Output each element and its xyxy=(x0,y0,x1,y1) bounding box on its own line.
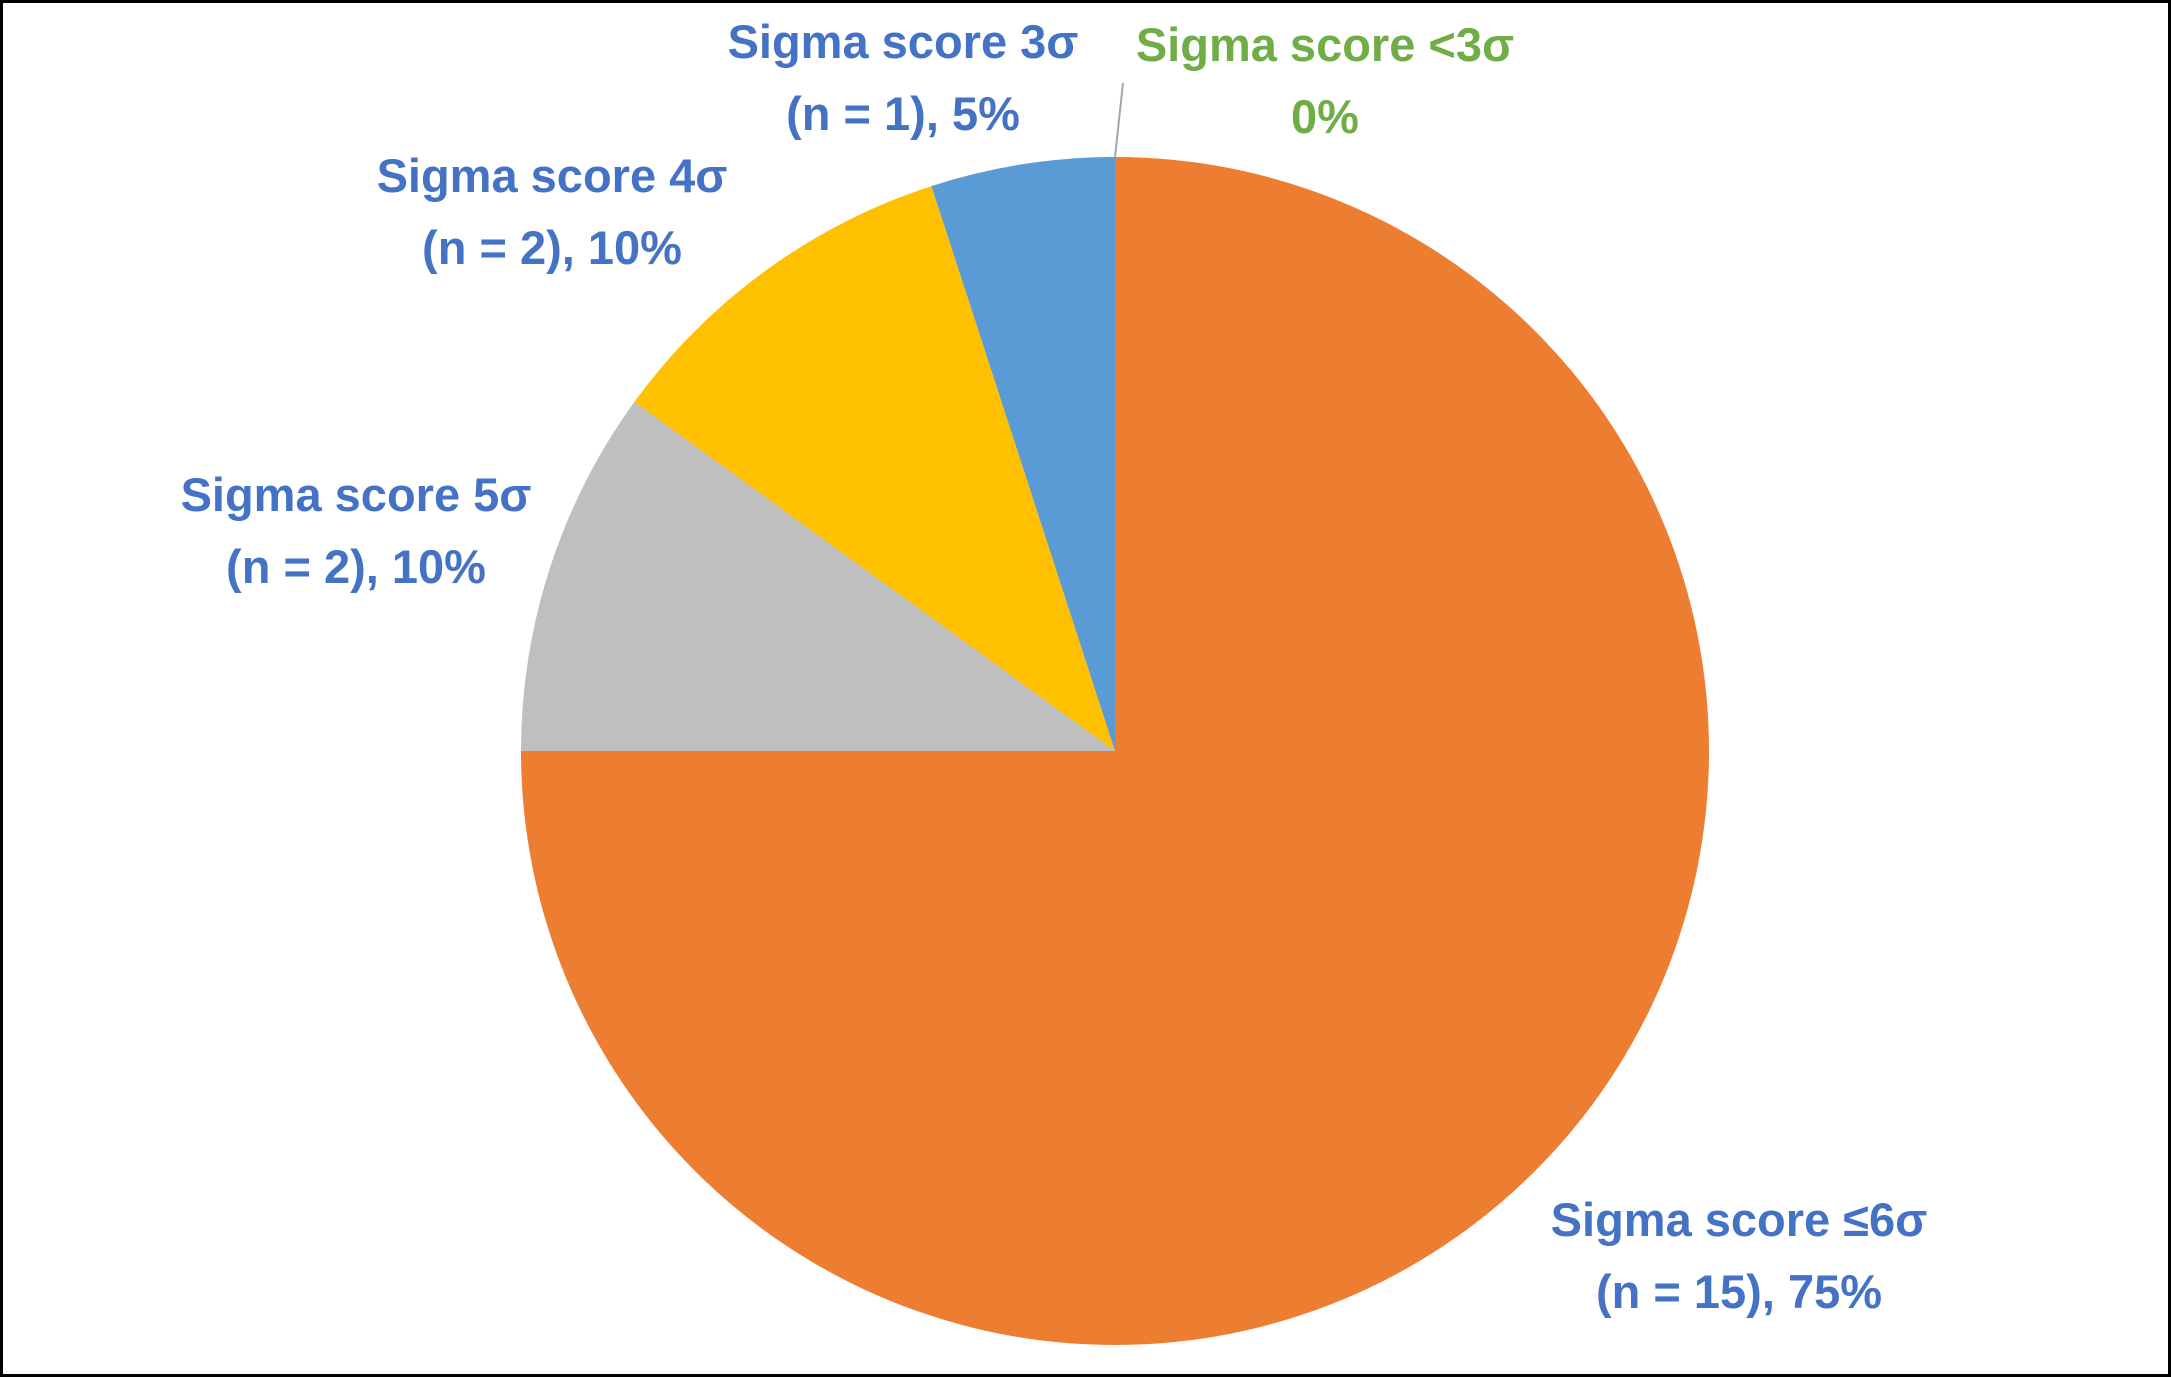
pie-slice-sigma-score-4 xyxy=(634,186,1115,751)
data-label-sigma-score-3: Sigma score <3σ 0% xyxy=(1136,18,1514,143)
data-label-line1: Sigma score 3σ xyxy=(728,15,1079,68)
data-label-line2: (n = 2), 10% xyxy=(226,540,486,593)
data-label-sigma-score-6: Sigma score ≤6σ (n = 15), 75% xyxy=(1551,1193,1928,1318)
pie-slices xyxy=(521,157,1709,1345)
data-label-line2: (n = 2), 10% xyxy=(422,221,682,274)
pie-slice-sigma-score-5 xyxy=(521,401,1115,751)
leader-line-sigma-score-3 xyxy=(1114,82,1124,158)
pie-slice-sigma-score-3 xyxy=(931,157,1115,751)
data-label-sigma-score-3: Sigma score 3σ (n = 1), 5% xyxy=(728,15,1079,140)
data-label-line1: Sigma score 4σ xyxy=(377,149,728,202)
data-label-sigma-score-4: Sigma score 4σ (n = 2), 10% xyxy=(377,149,728,274)
data-label-line2: 0% xyxy=(1291,90,1359,143)
slice-labels: Sigma score ≤6σ (n = 15), 75%Sigma score … xyxy=(181,15,1928,1318)
pie-chart: Sigma score ≤6σ (n = 15), 75%Sigma score … xyxy=(181,15,1928,1345)
data-label-line1: Sigma score ≤6σ xyxy=(1551,1193,1928,1246)
data-label-line2: (n = 15), 75% xyxy=(1596,1265,1882,1318)
leader-lines xyxy=(1114,82,1124,158)
data-label-sigma-score-5: Sigma score 5σ (n = 2), 10% xyxy=(181,468,532,593)
data-label-line1: Sigma score <3σ xyxy=(1136,18,1514,71)
data-label-line1: Sigma score 5σ xyxy=(181,468,532,521)
data-label-line2: (n = 1), 5% xyxy=(786,87,1020,140)
